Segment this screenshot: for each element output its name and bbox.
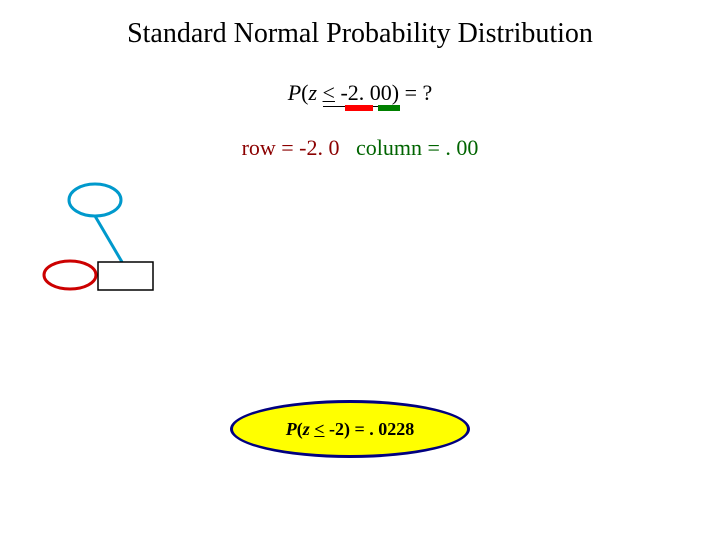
answer-text: P(z < -2) = . 0228: [286, 419, 415, 440]
col-label: column = . 00: [356, 135, 478, 160]
question-line: P(z < -2. 00) = ?: [0, 80, 720, 106]
z-table-diagram: [40, 170, 240, 340]
answer-p: P: [286, 419, 297, 439]
page-title: Standard Normal Probability Distribution: [0, 18, 720, 50]
question-var: z: [308, 80, 317, 105]
row-label: row = -2. 0: [242, 135, 340, 160]
question-suffix: ) = ?: [392, 80, 433, 105]
question-value: -2. 00: [340, 80, 391, 105]
pointer-line: [95, 216, 122, 262]
question-p: P: [288, 80, 301, 105]
answer-result: ) = . 0228: [344, 419, 414, 439]
cell-rect: [98, 262, 153, 290]
question-op-value: < -2. 00: [323, 80, 392, 106]
red-underline-marker: [345, 105, 373, 111]
row-col-line: row = -2. 0 column = . 00: [0, 135, 720, 161]
answer-value: -2: [329, 419, 344, 439]
green-underline-marker: [378, 105, 400, 111]
answer-op: <: [314, 419, 324, 439]
question-op: <: [323, 80, 335, 105]
top-ellipse: [69, 184, 121, 216]
answer-bubble: P(z < -2) = . 0228: [230, 400, 470, 458]
answer-var: z: [303, 419, 310, 439]
left-ellipse: [44, 261, 96, 289]
